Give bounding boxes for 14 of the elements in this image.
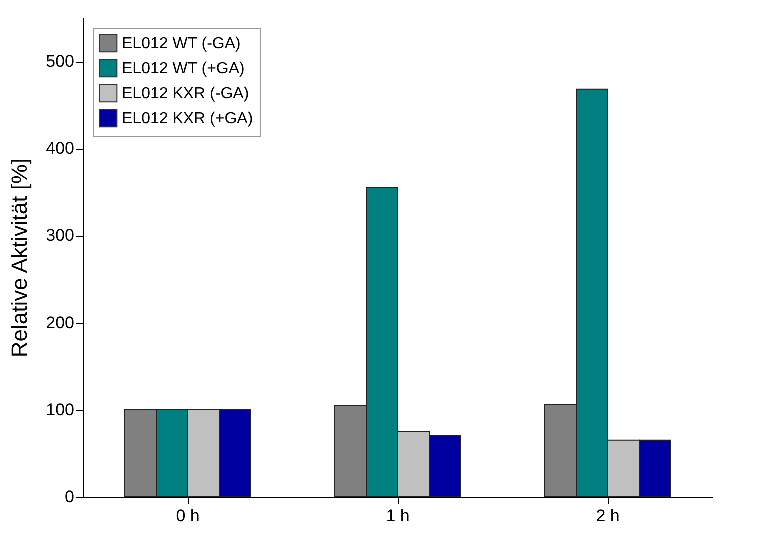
y-tick-label: 500 <box>46 52 74 72</box>
legend-label: EL012 WT (+GA) <box>122 60 245 78</box>
y-tick-label: 0 <box>65 488 74 506</box>
x-tick-label: 2 h <box>596 506 620 526</box>
y-axis-title: Relative Aktivität [%] <box>7 158 32 358</box>
x-tick-label: 0 h <box>176 506 200 526</box>
y-tick-label: 400 <box>46 139 74 158</box>
legend-label: EL012 WT (-GA) <box>122 36 241 52</box>
y-tick-label: 200 <box>46 313 74 332</box>
x-tick-label: 1 h <box>386 506 410 526</box>
y-tick-label: 300 <box>46 226 74 246</box>
legend-label: EL012 KXR (+GA) <box>122 110 254 128</box>
legend-label: EL012 KXR (-GA) <box>122 86 250 102</box>
y-tick-label: 100 <box>46 400 74 420</box>
